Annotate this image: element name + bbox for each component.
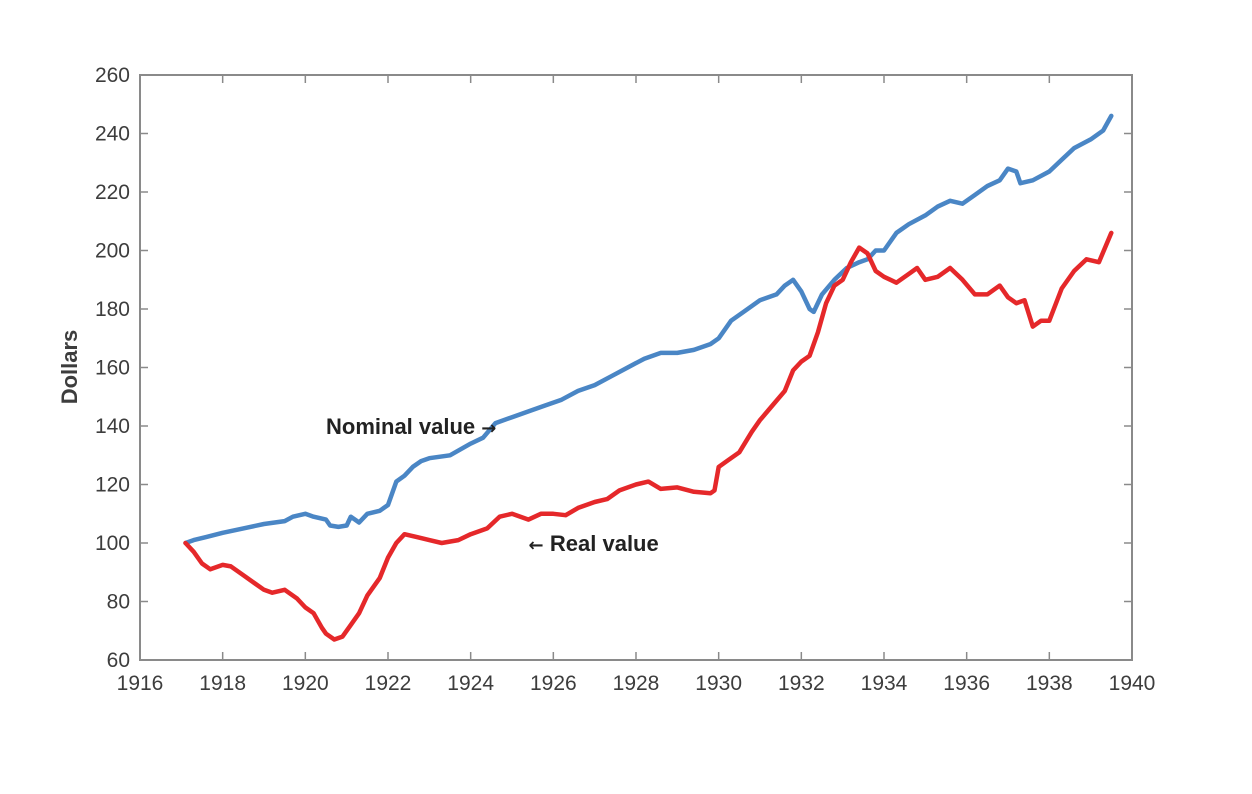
x-tick-label: 1918 xyxy=(199,672,246,695)
y-axis-title: Dollars xyxy=(57,330,82,405)
y-tick-label: 260 xyxy=(95,64,130,87)
y-tick-label: 100 xyxy=(95,532,130,555)
y-tick-label: 140 xyxy=(95,415,130,438)
x-tick-label: 1936 xyxy=(943,672,990,695)
x-tick-label: 1932 xyxy=(778,672,825,695)
y-tick-label: 240 xyxy=(95,123,130,146)
x-tick-label: 1930 xyxy=(695,672,742,695)
plot-area xyxy=(139,74,1133,661)
x-tick-label: 1938 xyxy=(1026,672,1073,695)
x-tick-label: 1922 xyxy=(365,672,412,695)
x-axis: 1916 1918 1920 1922 1924 1926 1928 1930 1932 1934… xyxy=(117,75,1156,695)
y-axis: 60 80 100 120 140 160 180 200 220 240 260 xyxy=(95,64,1132,672)
x-tick-label: 1920 xyxy=(282,672,329,695)
y-tick-label: 200 xyxy=(95,240,130,263)
y-tick-label: 160 xyxy=(95,357,130,380)
left-arrow-icon: ← xyxy=(529,535,550,556)
x-tick-label: 1916 xyxy=(117,672,164,695)
annotation-label: Nominal value → xyxy=(326,414,496,439)
series-line-real-value xyxy=(183,230,1114,642)
annotation-text: Nominal value xyxy=(326,414,481,439)
right-arrow-icon: → xyxy=(481,418,496,439)
annotation-layer: Nominal value → ← Real value xyxy=(326,414,659,556)
y-tick-label: 60 xyxy=(107,649,130,672)
x-tick-label: 1924 xyxy=(447,672,494,695)
series-layer xyxy=(183,113,1114,642)
annotation-label: ← Real value xyxy=(529,531,659,556)
y-tick-label: 120 xyxy=(95,474,130,497)
annotation-text: Real value xyxy=(550,531,659,556)
x-tick-label: 1928 xyxy=(613,672,660,695)
y-tick-label: 180 xyxy=(95,298,130,321)
y-tick-label: 80 xyxy=(107,591,130,614)
y-tick-label: 220 xyxy=(95,181,130,204)
x-tick-label: 1940 xyxy=(1109,672,1156,695)
series-line-nominal-value xyxy=(183,113,1114,546)
x-tick-label: 1926 xyxy=(530,672,577,695)
x-tick-label: 1934 xyxy=(861,672,908,695)
